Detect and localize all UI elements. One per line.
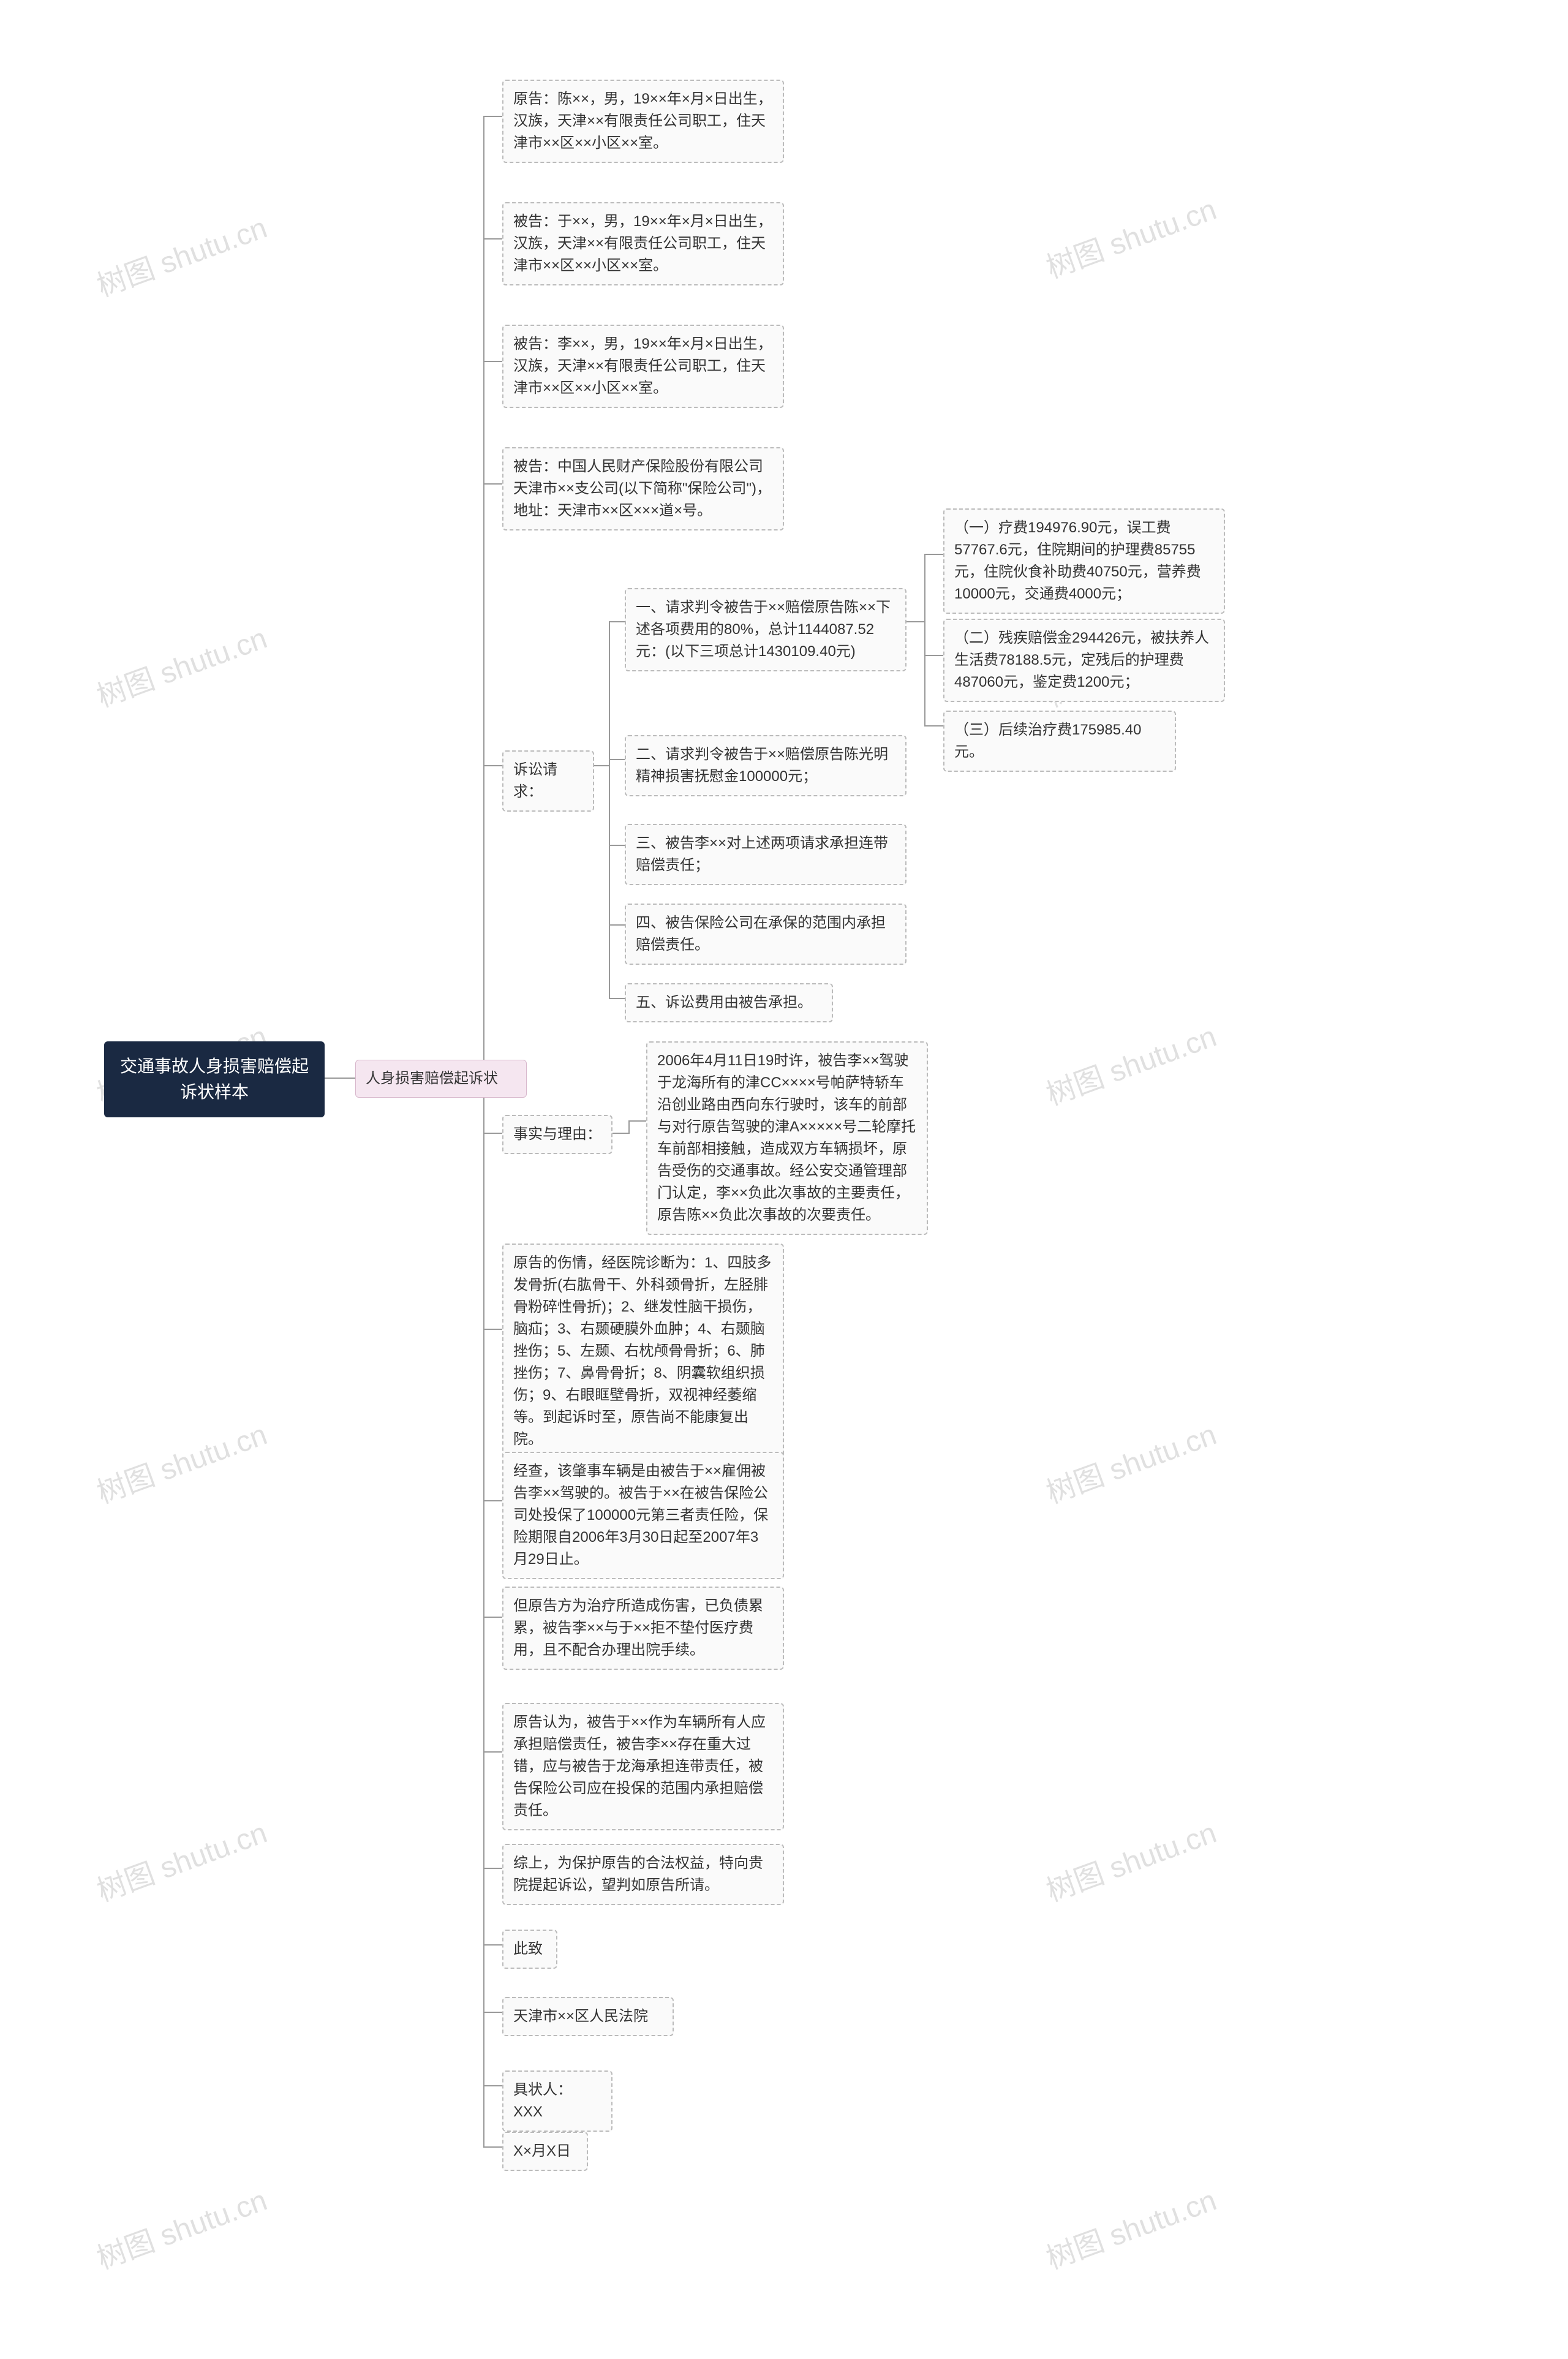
- claim-4: 四、被告保险公司在承保的范围内承担赔偿责任。: [625, 904, 907, 965]
- claim-1-1: （一）疗费194976.90元，误工费57767.6元，住院期间的护理费8575…: [943, 508, 1225, 614]
- claims-label: 诉讼请求：: [502, 750, 594, 812]
- facts-label: 事实与理由：: [502, 1115, 612, 1154]
- salutation-node: 此致: [502, 1930, 557, 1969]
- watermark: 树图 shutu.cn: [1039, 185, 1221, 286]
- root-node: 交通事故人身损害赔偿起诉状样本: [104, 1041, 325, 1117]
- summary-node: 综上，为保护原告的合法权益，特向贵院提起诉讼，望判如原告所请。: [502, 1844, 784, 1905]
- level1-title: 人身损害赔偿起诉状: [355, 1060, 527, 1098]
- watermark: 树图 shutu.cn: [90, 203, 272, 304]
- court-node: 天津市××区人民法院: [502, 1997, 674, 2036]
- watermark: 树图 shutu.cn: [1039, 1012, 1221, 1113]
- opinion-node: 原告认为，被告于××作为车辆所有人应承担赔偿责任，被告李××存在重大过错，应与被…: [502, 1703, 784, 1830]
- watermark: 树图 shutu.cn: [1039, 2176, 1221, 2277]
- signer-node: 具状人：XXX: [502, 2070, 612, 2132]
- watermark: 树图 shutu.cn: [1039, 1808, 1221, 1909]
- claim-2: 二、请求判令被告于××赔偿原告陈光明精神损害抚慰金100000元；: [625, 735, 907, 796]
- date-node: X×月X日: [502, 2132, 588, 2171]
- watermark: 树图 shutu.cn: [90, 1410, 272, 1511]
- investigation-node: 经查，该肇事车辆是由被告于××雇佣被告李××驾驶的。被告于××在被告保险公司处投…: [502, 1452, 784, 1579]
- claim-1-2: （二）残疾赔偿金294426元，被扶养人生活费78188.5元，定残后的护理费4…: [943, 619, 1225, 702]
- watermark: 树图 shutu.cn: [90, 2176, 272, 2277]
- defendant-li-node: 被告：李××，男，19××年×月×日出生，汉族，天津××有限责任公司职工，住天津…: [502, 325, 784, 408]
- watermark: 树图 shutu.cn: [90, 614, 272, 715]
- debt-node: 但原告方为治疗所造成伤害，已负债累累，被告李××与于××拒不垫付医疗费用，且不配…: [502, 1587, 784, 1670]
- claim-3: 三、被告李××对上述两项请求承担连带赔偿责任；: [625, 824, 907, 885]
- claim-1-3: （三）后续治疗费175985.40元。: [943, 711, 1176, 772]
- watermark: 树图 shutu.cn: [90, 1808, 272, 1909]
- watermark: 树图 shutu.cn: [1039, 1410, 1221, 1511]
- facts-1: 2006年4月11日19时许，被告李××驾驶于龙海所有的津CC××××号帕萨特轿…: [646, 1041, 928, 1235]
- claim-1: 一、请求判令被告于××赔偿原告陈××下述各项费用的80%，总计1144087.5…: [625, 588, 907, 671]
- defendant-insurance-node: 被告：中国人民财产保险股份有限公司天津市××支公司(以下简称"保险公司")，地址…: [502, 447, 784, 530]
- plaintiff-node: 原告：陈××，男，19××年×月×日出生，汉族，天津××有限责任公司职工，住天津…: [502, 80, 784, 163]
- claim-5: 五、诉讼费用由被告承担。: [625, 983, 833, 1022]
- defendant-yu-node: 被告：于××，男，19××年×月×日出生，汉族，天津××有限责任公司职工，住天津…: [502, 202, 784, 285]
- injury-node: 原告的伤情，经医院诊断为：1、四肢多发骨折(右肱骨干、外科颈骨折，左胫腓骨粉碎性…: [502, 1244, 784, 1459]
